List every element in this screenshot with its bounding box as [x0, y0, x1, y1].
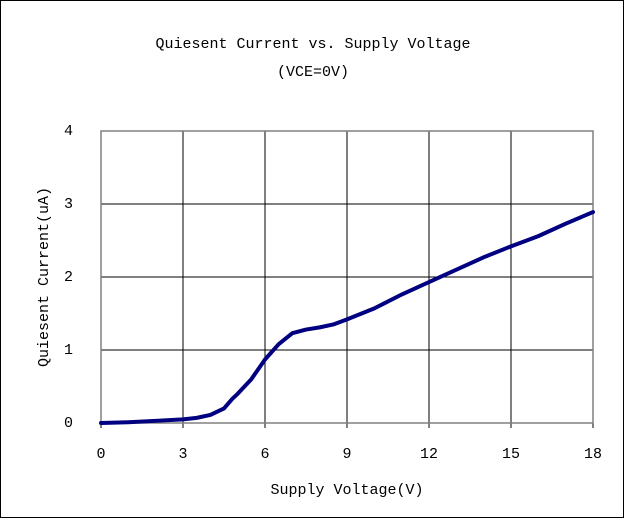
x-tick-label: 18 [584, 446, 602, 463]
x-tick-label: 0 [96, 446, 105, 463]
plot-border [100, 130, 594, 424]
y-tick-label: 2 [64, 269, 73, 286]
y-tick-label: 1 [64, 342, 73, 359]
x-axis-label: Supply Voltage(V) [270, 482, 423, 499]
x-tick-label: 6 [260, 446, 269, 463]
chart-title: Quiesent Current vs. Supply Voltage [155, 36, 470, 53]
x-tick-label: 12 [420, 446, 438, 463]
x-tick-label: 3 [178, 446, 187, 463]
y-axis-label: Quiesent Current(uA) [36, 187, 53, 367]
y-tick-label: 0 [64, 415, 73, 432]
chart-subtitle: (VCE=0V) [277, 64, 349, 81]
y-tick-label: 4 [64, 123, 73, 140]
x-tick-label: 9 [342, 446, 351, 463]
y-tick-label: 3 [64, 196, 73, 213]
x-tick-label: 15 [502, 446, 520, 463]
data-line [99, 210, 595, 425]
